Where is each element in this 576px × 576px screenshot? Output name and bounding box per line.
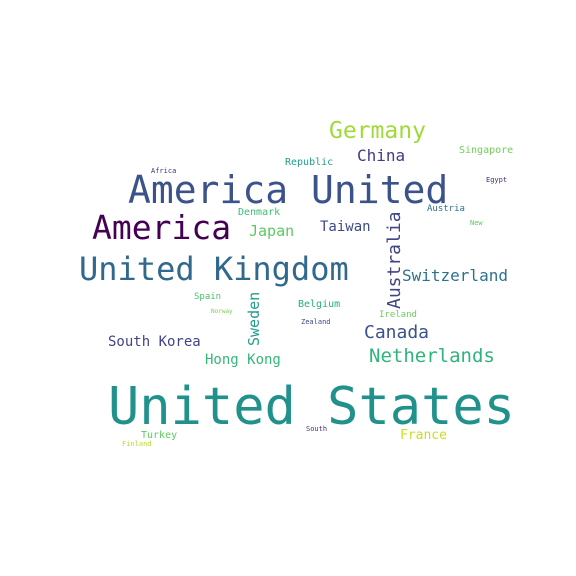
- word-united-states: United States: [108, 377, 515, 437]
- word-austria: Austria: [427, 204, 465, 214]
- word-turkey: Turkey: [141, 430, 178, 441]
- word-america-united: America United: [128, 168, 449, 212]
- word-germany: Germany: [329, 118, 426, 144]
- word-netherlands: Netherlands: [369, 345, 495, 367]
- word-australia: Australia: [384, 211, 405, 309]
- word-china: China: [357, 146, 406, 165]
- word-united-kingdom: United Kingdom: [79, 250, 349, 288]
- word-switzerland: Switzerland: [402, 266, 508, 285]
- word-republic: Republic: [285, 157, 334, 168]
- word-denmark: Denmark: [238, 207, 281, 218]
- word-spain: Spain: [194, 292, 222, 302]
- word-egypt: Egypt: [486, 176, 508, 184]
- word-singapore: Singapore: [459, 145, 514, 156]
- word-norway: Norway: [211, 308, 233, 315]
- word-new: New: [470, 219, 483, 227]
- word-south-korea: South Korea: [108, 334, 201, 350]
- word-america: America: [92, 208, 232, 247]
- word-taiwan: Taiwan: [320, 219, 371, 235]
- word-ireland: Ireland: [379, 310, 417, 320]
- word-japan: Japan: [249, 222, 295, 240]
- word-hong-kong: Hong Kong: [205, 352, 281, 368]
- word-zealand: Zealand: [301, 318, 331, 326]
- word-canada: Canada: [364, 322, 430, 343]
- word-belgium: Belgium: [298, 299, 341, 310]
- word-africa: Africa: [151, 167, 177, 175]
- word-finland: Finland: [122, 440, 152, 448]
- word-south: South: [306, 425, 328, 433]
- word-sweden: Sweden: [245, 291, 263, 346]
- word-france: France: [400, 428, 447, 443]
